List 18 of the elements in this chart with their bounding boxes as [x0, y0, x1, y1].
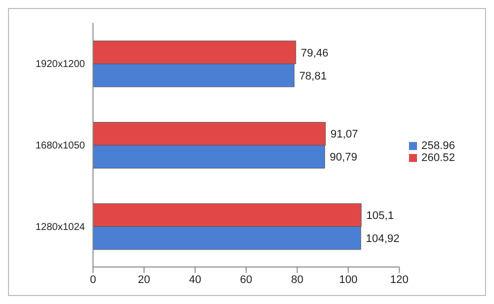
x-tick-label: 40 — [188, 274, 202, 286]
x-tick-label: 60 — [240, 274, 252, 286]
data-label: 79,46 — [300, 47, 328, 60]
x-tick-label: 120 — [390, 274, 409, 286]
data-label: 78,81 — [299, 70, 327, 82]
data-label: 90,79 — [330, 152, 358, 164]
legend-label: 260.52 — [421, 152, 455, 164]
data-label: 105,1 — [366, 210, 394, 222]
data-label: 91,07 — [330, 128, 358, 141]
y-tick-label: 1280x1024 — [36, 222, 86, 233]
x-tick-label: 100 — [339, 274, 358, 286]
x-tick-label: 80 — [291, 274, 304, 286]
y-tick-label: 1680x1050 — [36, 140, 86, 152]
legend-label: 258.96 — [421, 140, 455, 152]
x-tick-label: 0 — [90, 274, 96, 286]
data-label: 104,92 — [366, 232, 400, 245]
x-tick-label: 20 — [138, 274, 150, 286]
y-tick-label: 1920x1200 — [36, 59, 86, 70]
